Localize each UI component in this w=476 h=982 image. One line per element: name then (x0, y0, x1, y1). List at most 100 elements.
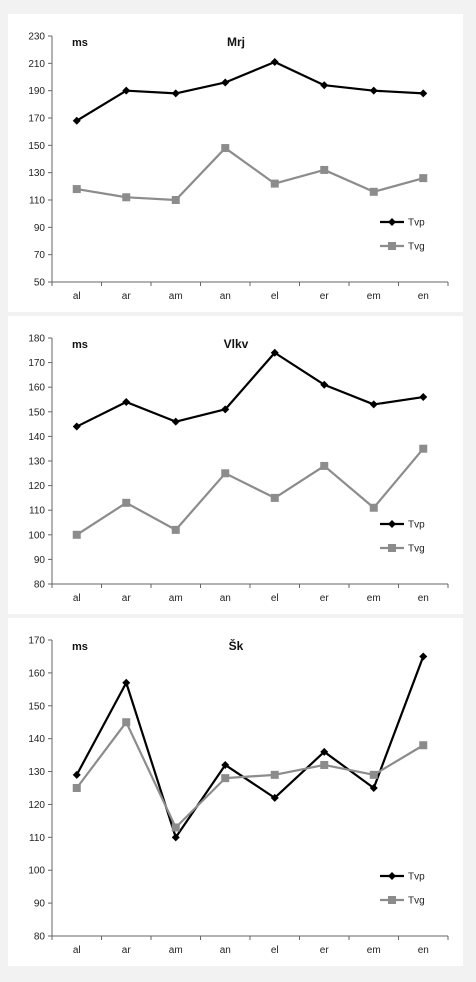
data-point-Tvg-am (172, 196, 180, 204)
data-point-Tvg-el (271, 180, 279, 188)
x-tick-label-er: er (320, 945, 330, 956)
unit-label: ms (72, 641, 88, 653)
data-point-Tvp-en (419, 393, 427, 401)
data-point-Tvg-al (73, 531, 81, 539)
legend-label-Tvp: Tvp (408, 872, 425, 883)
line-chart-1: 50 70 90 110 130 150 170 190 210 230 al ar am an el er e… (8, 14, 463, 312)
legend-label-Tvp: Tvp (408, 218, 425, 229)
legend-marker-Tvp (388, 872, 396, 880)
data-point-Tvg-al (73, 784, 81, 792)
line-chart-3: 80 90 100 110 120 130 140 150 160 170 al ar am an el er… (8, 618, 463, 966)
x-tick-label-al: al (73, 593, 81, 604)
y-tick-label: 190 (28, 86, 45, 97)
data-point-Tvp-ar (122, 679, 130, 687)
legend-entry-Tvp: Tvp (380, 218, 425, 229)
data-point-Tvp-an (221, 78, 229, 86)
legend-entry-Tvp: Tvp (380, 520, 425, 531)
series-Tvp (73, 58, 428, 125)
data-point-Tvp-en (419, 652, 427, 660)
y-tick-label: 100 (28, 530, 45, 541)
data-point-Tvp-em (370, 400, 378, 408)
data-point-Tvg-em (370, 504, 378, 512)
legend-marker-Tvg (388, 544, 396, 552)
legend-label-Tvg: Tvg (408, 544, 425, 555)
legend-entry-Tvg: Tvg (380, 544, 425, 555)
y-tick-label: 230 (28, 32, 45, 43)
y-tick-label: 120 (28, 800, 45, 811)
unit-label: ms (72, 339, 88, 351)
x-tick-label-al: al (73, 291, 81, 302)
series-Tvp (73, 652, 428, 841)
data-point-Tvp-am (172, 89, 180, 97)
x-tick-label-ar: ar (122, 291, 132, 302)
y-tick-label: 110 (29, 506, 45, 517)
series-Tvg (73, 144, 428, 204)
x-tick-label-er: er (320, 593, 330, 604)
y-tick-label: 150 (28, 141, 45, 152)
y-tick-label: 80 (34, 932, 46, 943)
data-point-Tvg-el (271, 494, 279, 502)
chart-panel-1: 50 70 90 110 130 150 170 190 210 230 al ar am an el er e… (8, 14, 463, 312)
y-tick-label: 170 (28, 358, 45, 369)
data-point-Tvp-al (73, 423, 81, 431)
y-tick-label: 160 (28, 668, 45, 679)
series-line-Tvg (77, 449, 424, 535)
legend-entry-Tvg: Tvg (380, 896, 425, 907)
data-point-Tvg-er (320, 761, 328, 769)
chart-panel-2: 80 90 100 110 120 130 140 150 160 170 180 al ar am an e… (8, 316, 463, 614)
y-tick-label: 100 (28, 866, 45, 877)
data-point-Tvg-an (221, 469, 229, 477)
data-point-Tvp-al (73, 771, 81, 779)
unit-label: ms (72, 37, 88, 49)
y-tick-label: 170 (28, 114, 45, 125)
x-tick-label-el: el (271, 593, 279, 604)
data-point-Tvp-er (320, 81, 328, 89)
x-tick-label-en: en (418, 945, 429, 956)
data-point-Tvg-an (221, 774, 229, 782)
data-point-Tvg-an (221, 144, 229, 152)
x-tick-label-an: an (220, 291, 231, 302)
legend-marker-Tvp (388, 218, 396, 226)
y-tick-label: 110 (29, 196, 45, 207)
x-tick-label-em: em (367, 945, 381, 956)
series-Tvg (73, 445, 428, 539)
x-tick-label-el: el (271, 291, 279, 302)
data-point-Tvp-en (419, 89, 427, 97)
y-tick-label: 130 (28, 767, 45, 778)
data-point-Tvg-er (320, 462, 328, 470)
data-point-Tvg-ar (122, 193, 130, 201)
y-tick-label: 130 (28, 457, 45, 468)
data-point-Tvg-en (419, 174, 427, 182)
data-point-Tvg-am (172, 526, 180, 534)
legend-marker-Tvp (388, 520, 396, 528)
data-point-Tvg-al (73, 185, 81, 193)
x-tick-label-am: am (169, 945, 183, 956)
y-tick-label: 80 (34, 580, 46, 591)
data-point-Tvg-en (419, 445, 427, 453)
x-tick-label-ar: ar (122, 945, 132, 956)
data-point-Tvg-em (370, 771, 378, 779)
series-Tvp (73, 349, 428, 431)
series-line-Tvp (77, 353, 424, 427)
y-tick-label: 180 (28, 334, 45, 345)
y-tick-label: 150 (28, 407, 45, 418)
data-point-Tvp-ar (122, 398, 130, 406)
y-tick-label: 70 (34, 250, 46, 261)
legend-label-Tvg: Tvg (408, 242, 425, 253)
legend-marker-Tvg (388, 242, 396, 250)
y-tick-label: 90 (34, 899, 46, 910)
data-point-Tvg-am (172, 823, 180, 831)
data-point-Tvg-el (271, 771, 279, 779)
legend-label-Tvg: Tvg (408, 896, 425, 907)
x-tick-label-em: em (367, 291, 381, 302)
x-tick-label-al: al (73, 945, 81, 956)
x-tick-label-em: em (367, 593, 381, 604)
x-tick-label-en: en (418, 291, 429, 302)
data-point-Tvp-el (271, 58, 279, 66)
data-point-Tvg-ar (122, 718, 130, 726)
x-tick-label-an: an (220, 593, 231, 604)
y-tick-label: 160 (28, 383, 45, 394)
chart-title: Mrj (227, 35, 245, 49)
series-Tvg (73, 718, 428, 831)
